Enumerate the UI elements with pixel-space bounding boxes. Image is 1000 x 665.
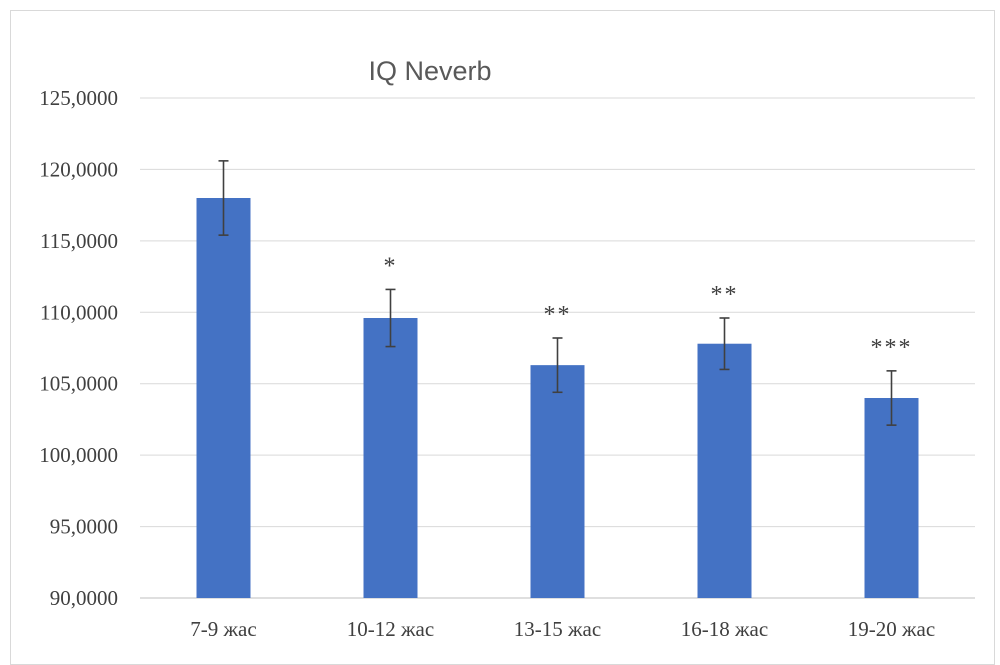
y-tick-label: 105,0000 [39,372,118,396]
y-tick-label: 110,0000 [40,300,118,324]
significance-marker: * [384,253,398,279]
bar [864,398,919,598]
gridlines [140,97,975,599]
error-bar [218,160,229,236]
chart-frame [10,10,995,665]
bar [363,318,418,598]
error-bar [385,288,396,348]
bar [196,198,251,598]
x-tick-label: 7-9 жас [190,617,256,641]
y-tick-label: 115,0000 [40,229,118,253]
significance-markers: ******** [384,253,913,361]
error-bar [719,317,730,371]
significance-marker: ** [544,302,572,328]
bar-chart: IQ Neverb 90,0000 95,0000 100,0000 105,0000… [39,56,975,641]
y-tick-label: 90,0000 [50,586,118,610]
x-tick-label: 13-15 жас [514,617,601,641]
chart-title: IQ Neverb [368,56,491,86]
significance-marker: ** [711,282,739,308]
bars [196,198,919,598]
error-bars [218,160,897,426]
bar [697,343,752,598]
x-axis-tick-labels: 7-9 жас 10-12 жас 13-15 жас 16-18 жас 19-20 … [190,617,935,641]
x-tick-label: 19-20 жас [848,617,935,641]
error-bar [886,370,897,426]
significance-marker: *** [871,335,913,361]
y-axis-tick-labels: 90,0000 95,0000 100,0000 105,0000 110,0000 11… [39,86,118,610]
x-tick-label: 16-18 жас [681,617,768,641]
x-tick-label: 10-12 жас [347,617,434,641]
y-tick-label: 95,0000 [50,515,118,539]
error-bar [552,337,563,394]
y-tick-label: 100,0000 [39,443,118,467]
bar [530,365,585,598]
y-tick-label: 120,0000 [39,157,118,181]
y-tick-label: 125,0000 [39,86,118,110]
